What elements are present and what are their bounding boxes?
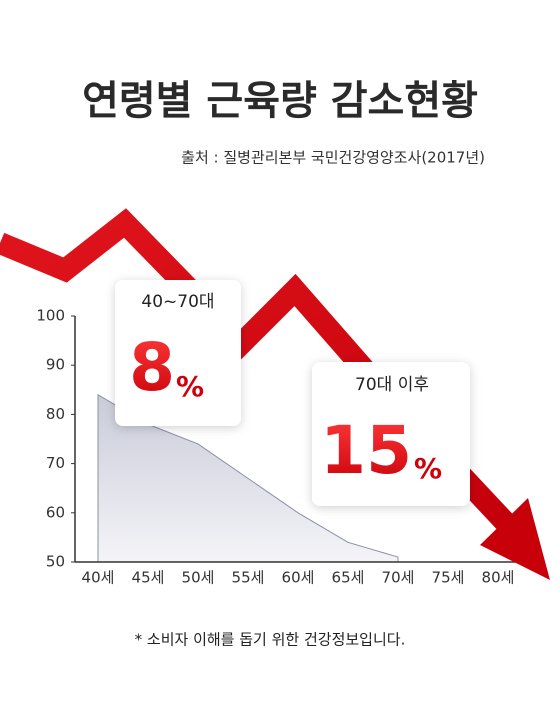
y-tick-label: 80 [46, 405, 65, 423]
x-tick-label: 75세 [432, 569, 465, 587]
callout-label: 40~70대 [141, 292, 214, 312]
y-tick-label: 100 [36, 307, 65, 325]
callout-unit: % [176, 370, 204, 403]
x-tick-label: 70세 [382, 569, 415, 587]
callout-label: 70대 이후 [355, 375, 429, 395]
callout-card [312, 362, 470, 506]
x-tick-label: 45세 [132, 569, 165, 587]
arrow-head [480, 498, 550, 580]
y-tick-label: 90 [46, 356, 65, 374]
x-tick-label: 80세 [482, 569, 515, 587]
y-tick-label: 60 [46, 503, 65, 521]
x-tick-label: 55세 [232, 569, 265, 587]
callout-value: 8 [129, 329, 175, 406]
x-tick-label: 40세 [82, 569, 115, 587]
footnote: * 소비자 이해를 돕기 위한 건강정보입니다. [135, 631, 406, 649]
y-tick-label: 50 [46, 553, 65, 571]
x-tick-label: 65세 [332, 569, 365, 587]
plot-area: 50 60 70 80 90 100 40세 45세 50세 55세 60세 65세 70세 75세 80세 [36, 307, 530, 587]
chart-title: 연령별 근육량 감소현황 [82, 78, 478, 124]
chart-subtitle: 출처 : 질병관리본부 국민건강영양조사(2017년) [181, 149, 485, 167]
x-tick-label: 60세 [282, 569, 315, 587]
y-tick-label: 70 [46, 454, 65, 472]
callout-unit: % [414, 452, 442, 485]
callout-card [115, 280, 241, 426]
x-tick-label: 50세 [182, 569, 215, 587]
callout-value: 15 [320, 412, 412, 489]
